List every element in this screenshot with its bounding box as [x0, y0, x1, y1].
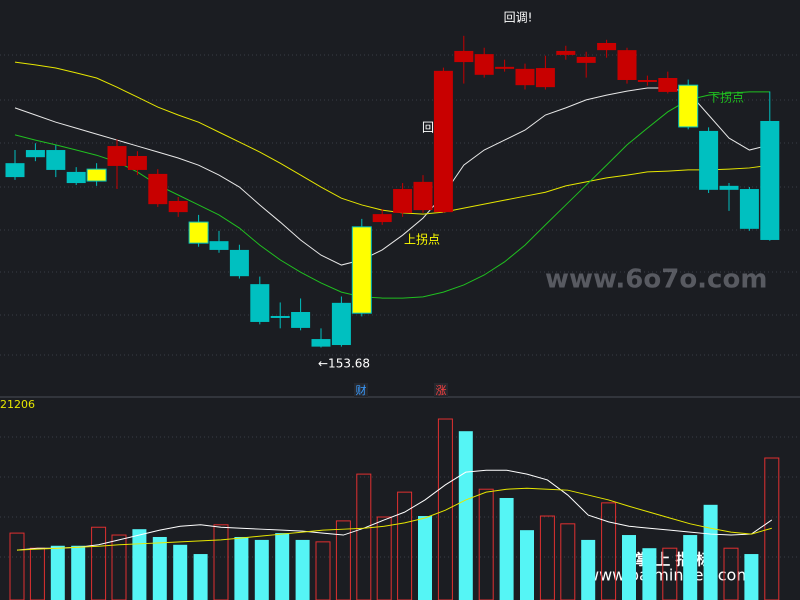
volume-bar	[9, 532, 25, 600]
badge-box	[354, 383, 368, 397]
annotation: ←153.68	[318, 357, 370, 371]
volume-bar	[193, 554, 208, 600]
candle-body	[515, 68, 535, 86]
annotation: 下拐点	[708, 90, 744, 105]
volume-bar	[539, 515, 555, 600]
candle-body	[617, 50, 637, 80]
volume-bar	[71, 545, 86, 600]
candle-body	[678, 84, 699, 128]
candle-body	[148, 173, 168, 205]
candle-body	[168, 200, 188, 213]
candle-body	[229, 249, 249, 277]
annotation: 回	[422, 121, 434, 135]
candle-body	[86, 168, 107, 182]
candle-body	[739, 189, 759, 229]
price-grid	[0, 54, 800, 558]
candle-body	[433, 70, 453, 213]
volume-bar	[213, 524, 229, 600]
ma-line	[14, 91, 770, 299]
candle-body	[25, 150, 45, 158]
candle-body	[719, 185, 739, 190]
candle-body	[291, 312, 311, 328]
candle-body	[46, 150, 66, 170]
candle-body	[209, 241, 229, 250]
ma-line	[14, 61, 770, 215]
volume-bar	[642, 548, 657, 600]
candle-body	[270, 315, 290, 318]
candle-body	[576, 56, 596, 63]
volume-bar	[683, 535, 698, 600]
badge: 涨	[436, 384, 447, 397]
ma-line	[14, 87, 770, 266]
candle-body	[760, 120, 780, 240]
candle-body	[351, 226, 372, 314]
candle-body	[331, 302, 351, 346]
candle-body	[699, 130, 719, 190]
volume-bar	[560, 523, 576, 600]
watermark: www.6o7o.com	[545, 265, 767, 295]
candle-body	[311, 339, 331, 347]
volume-bar	[50, 545, 65, 600]
volume-bar	[520, 530, 534, 600]
candle-body	[495, 66, 515, 69]
volume-bar	[764, 457, 780, 600]
volume-bar	[254, 539, 269, 600]
volume-bar	[29, 547, 45, 600]
volume-bar	[315, 541, 331, 600]
badge: 财	[356, 383, 367, 397]
volume-label: 21206	[0, 398, 35, 411]
volume-bar	[581, 539, 596, 600]
watermark: www.palmindex.com	[586, 566, 752, 585]
volume-bar	[478, 488, 494, 600]
candle-body	[66, 171, 86, 184]
volume-bar	[397, 491, 413, 600]
candle-body	[393, 189, 413, 213]
candle-body	[5, 163, 25, 178]
volume-bar	[744, 554, 759, 600]
volume-bar	[173, 544, 188, 600]
candle-body	[535, 68, 555, 88]
volume-bar	[622, 535, 636, 600]
candle-body	[474, 54, 494, 75]
candle-body	[188, 221, 209, 244]
volume-bar	[723, 547, 739, 600]
annotation: 回调!	[504, 11, 533, 25]
candle-body	[658, 78, 678, 92]
volume-bar	[132, 529, 147, 600]
volume-bar	[703, 504, 718, 600]
volume-bar	[91, 526, 107, 600]
volume-bar	[437, 418, 453, 600]
volume-ma-line	[16, 469, 773, 551]
volume-bar	[662, 547, 678, 600]
candle-body	[637, 79, 657, 82]
volume-bar	[275, 533, 290, 600]
annotation: 上拐点	[404, 232, 440, 247]
volume-bar	[152, 536, 167, 600]
volume-bar	[335, 520, 351, 600]
volume-bar	[458, 431, 473, 600]
candle-body	[250, 284, 270, 322]
volume-bar	[295, 539, 310, 600]
candle-body	[454, 50, 474, 63]
candle-body	[127, 156, 147, 170]
volume-bar	[376, 516, 392, 600]
volume-ma-line	[16, 487, 772, 551]
volume-bar	[499, 497, 514, 600]
candle-body	[556, 50, 576, 55]
candle-body	[597, 42, 617, 51]
volume-bar	[234, 536, 249, 600]
volume-bar	[356, 473, 372, 600]
candle-body	[107, 146, 127, 166]
volume-bar	[418, 516, 432, 600]
badge-box	[434, 383, 448, 397]
candle-body	[372, 214, 392, 223]
candle-body	[413, 181, 433, 211]
